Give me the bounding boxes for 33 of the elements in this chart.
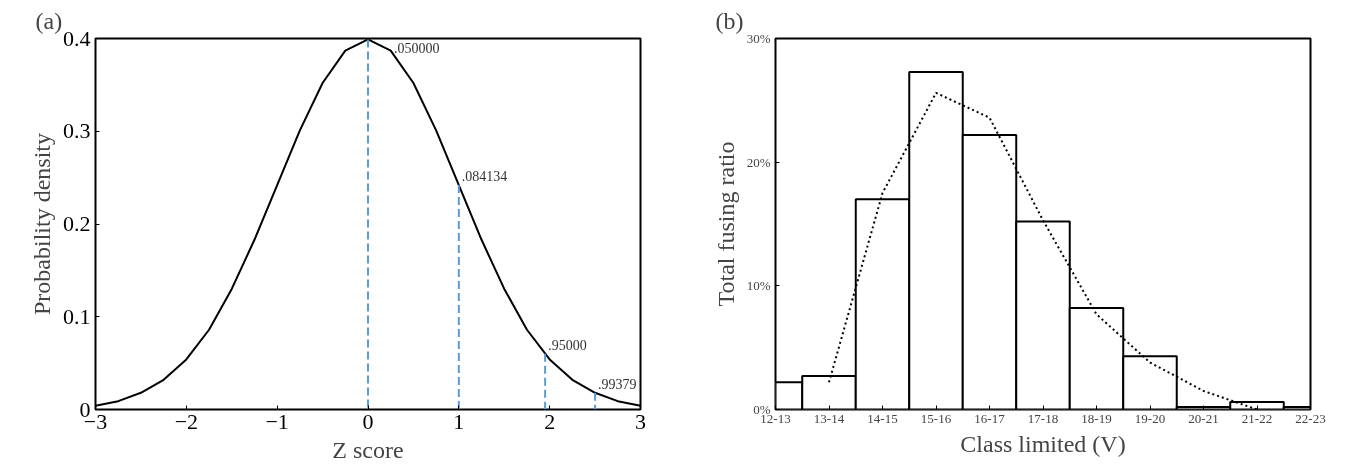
- x-axis-title: Class limited (V): [960, 430, 1126, 457]
- x-axis-title: Z score: [332, 436, 404, 463]
- chart-title: (a): [35, 7, 63, 34]
- x-tick-label: −1: [265, 408, 289, 434]
- annotation: .95000: [548, 337, 587, 353]
- x-tick-label: 22-23: [1295, 410, 1326, 426]
- y-tick-label: 0.3: [63, 118, 91, 144]
- x-tick-label: 17-18: [1027, 410, 1059, 426]
- chart-title: (b): [715, 7, 744, 34]
- x-tick-label: 21-22: [1241, 410, 1273, 426]
- annotation: .084134: [461, 169, 508, 185]
- y-tick-label: 0.1: [63, 303, 91, 329]
- x-tick-label: −2: [174, 408, 199, 434]
- annotation: .050000: [394, 41, 440, 57]
- x-tick-label: 3: [635, 408, 646, 434]
- x-tick-label: 16-17: [974, 410, 1006, 426]
- x-tick-label: 18-19: [1081, 410, 1112, 426]
- annotation: .99379: [598, 376, 637, 392]
- x-tick-label: 13-14: [813, 410, 845, 426]
- y-tick-label: 0.4: [63, 25, 91, 51]
- x-tick-label: 19-20: [1134, 410, 1166, 426]
- x-tick-label: 20-21: [1188, 410, 1219, 426]
- x-tick-label: 2: [544, 408, 556, 434]
- y-axis-title: Total fusing ratio: [712, 141, 739, 307]
- x-tick-label: 15-16: [920, 410, 952, 426]
- y-tick-label: 0.2: [63, 211, 91, 236]
- y-tick-label: 10%: [746, 278, 771, 294]
- x-tick-label: 14-15: [867, 410, 898, 426]
- x-tick-label: 0: [362, 408, 374, 434]
- y-tick-label: 20%: [746, 154, 771, 170]
- x-tick-label: 1: [453, 408, 465, 434]
- y-axis-title: Probability density: [29, 133, 55, 315]
- y-tick-label: 30%: [746, 31, 771, 46]
